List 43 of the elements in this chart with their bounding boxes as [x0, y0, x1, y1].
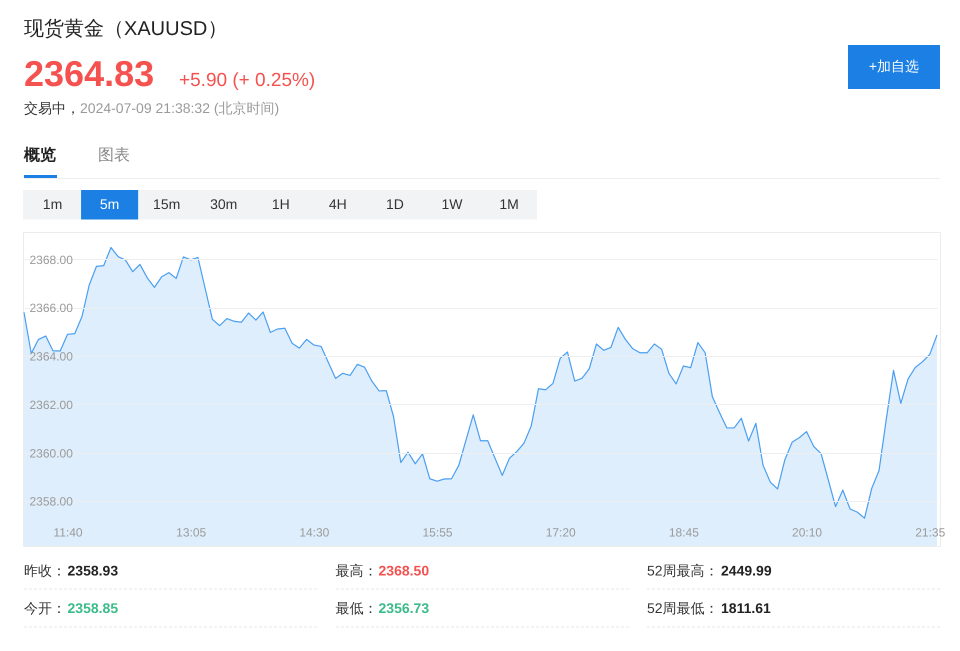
text: 1W: [441, 196, 464, 212]
x-tick-label: 20:10: [792, 526, 822, 540]
text: 30m: [210, 196, 238, 212]
y-tick-label: 2364.00: [30, 350, 74, 364]
text: 1811.61: [721, 600, 772, 616]
text: 1H: [272, 196, 290, 212]
text: 概览: [23, 146, 56, 164]
text: 2024-07-09 21:38:32 (北京时间): [80, 100, 280, 116]
text: +5.90 (+ 0.25%): [179, 70, 316, 91]
text: 最低：: [336, 600, 378, 616]
text: 5m: [100, 196, 120, 212]
text: 1D: [386, 196, 404, 212]
text: 交易中，: [24, 100, 80, 116]
text: 2364.83: [24, 53, 154, 94]
text: 15m: [153, 196, 180, 212]
text: 昨收：: [24, 562, 66, 578]
x-tick-label: 11:40: [53, 526, 83, 540]
text: 2449.99: [721, 562, 772, 578]
y-tick-label: 2366.00: [30, 301, 74, 316]
x-tick-label: 15:55: [422, 526, 453, 540]
y-tick-label: 2362.00: [30, 398, 74, 412]
text: 最高：: [336, 562, 378, 578]
y-tick-label: 2368.00: [30, 252, 74, 267]
chart-title: 现货黄金（XAUUSD）: [24, 18, 228, 40]
x-tick-label: 14:30: [299, 526, 330, 540]
text: 今开：: [24, 600, 66, 616]
text: 图表: [98, 146, 130, 164]
text: +加自选: [868, 58, 920, 74]
text: 2356.73: [378, 600, 430, 616]
y-tick-label: 2358.00: [30, 494, 74, 509]
y-tick-label: 2360.00: [30, 446, 74, 460]
text: 1m: [42, 196, 62, 212]
x-tick-label: 21:35: [915, 526, 946, 540]
text: 1M: [499, 196, 519, 212]
x-tick-label: 18:45: [668, 526, 700, 540]
text: 4H: [328, 196, 347, 212]
text: 2358.93: [68, 562, 118, 578]
x-tick-label: 17:20: [546, 526, 576, 540]
text: 2358.85: [68, 600, 118, 616]
x-tick-label: 13:05: [176, 526, 206, 540]
text: 52周最高：: [647, 562, 719, 578]
text: 52周最低：: [647, 600, 719, 616]
text: 2368.50: [378, 562, 430, 578]
